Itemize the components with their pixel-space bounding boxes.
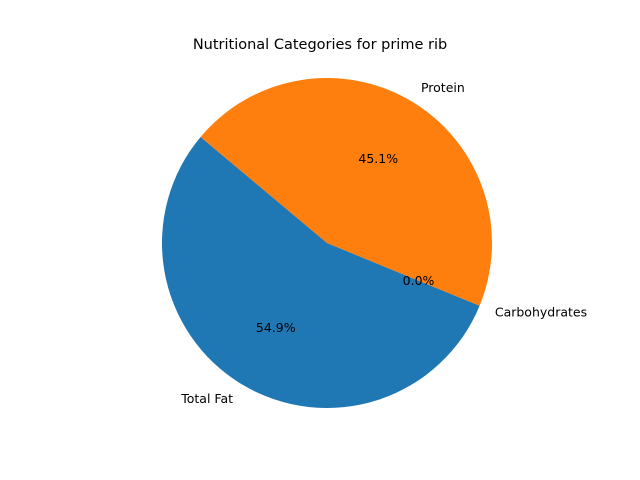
pie-slices xyxy=(161,78,492,409)
percent-label-protein: 45.1% xyxy=(358,151,398,166)
pie-labels: Total Fat 54.9% Carbohydrates 0.0% Protein 45… xyxy=(180,80,587,406)
slice-label-total-fat: Total Fat xyxy=(180,391,233,406)
percent-label-carbohydrates: 0.0% xyxy=(403,273,435,288)
slice-label-carbohydrates: Carbohydrates xyxy=(495,305,587,320)
chart-title: Nutritional Categories for prime rib xyxy=(193,37,447,53)
percent-label-total-fat: 54.9% xyxy=(256,320,296,335)
slice-label-protein: Protein xyxy=(421,80,465,95)
pie-slice-total-fat xyxy=(161,136,480,409)
pie-slice-protein xyxy=(200,78,492,306)
